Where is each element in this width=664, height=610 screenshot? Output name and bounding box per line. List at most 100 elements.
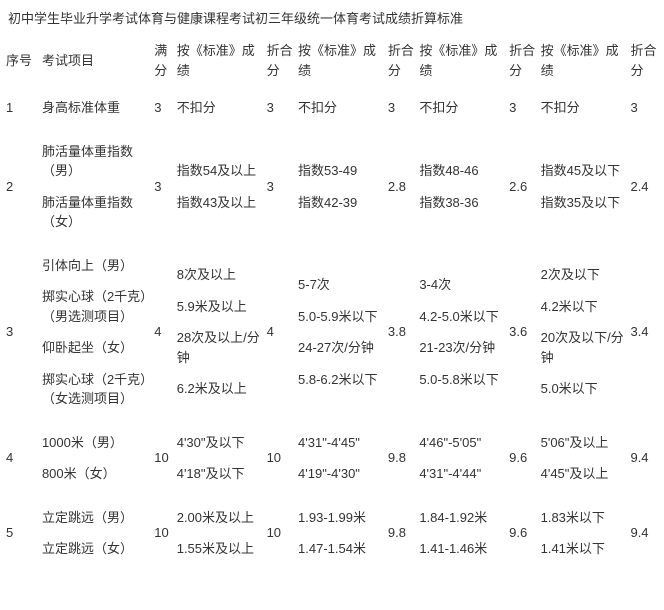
cell-std: 不扣分	[539, 86, 629, 130]
cell-std: 5-7次5.0-5.9米以下24-27次/分钟5.8-6.2米以下	[296, 244, 386, 421]
std-value: 21-23次/分钟	[419, 332, 505, 364]
cell-score: 3	[507, 86, 538, 130]
table-row: 3引体向上（男）掷实心球（2千克）（男选测项目）仰卧起坐（女）掷实心球（2千克）…	[4, 244, 660, 421]
header-std-1: 按《标准》成绩	[175, 35, 265, 86]
cell-full: 3	[152, 86, 174, 130]
cell-score: 10	[265, 496, 296, 571]
header-num: 序号	[4, 35, 40, 86]
cell-std: 8次及以上5.9米及以上28次及以上/分钟6.2米及以上	[175, 244, 265, 421]
cell-score: 9.4	[628, 496, 660, 571]
item-label: 掷实心球（2千克）（男选测项目）	[42, 281, 150, 332]
cell-score: 3	[265, 130, 296, 244]
cell-num: 1	[4, 86, 40, 130]
std-value: 指数43及以上	[177, 187, 263, 219]
std-value: 指数53-49	[298, 155, 384, 187]
cell-full: 4	[152, 244, 174, 421]
cell-std: 1.83米以下1.41米以下	[539, 496, 629, 571]
score-table: 序号 考试项目 满分 按《标准》成绩 折合分 按《标准》成绩 折合分 按《标准》…	[4, 35, 660, 571]
cell-score: 9.8	[386, 421, 417, 496]
std-value: 4.2米以下	[541, 291, 627, 323]
header-std-3: 按《标准》成绩	[417, 35, 507, 86]
cell-score: 9.4	[628, 421, 660, 496]
std-value: 5'06"及以上	[541, 427, 627, 459]
cell-full: 10	[152, 496, 174, 571]
item-label: 肺活量体重指数（男）	[42, 136, 150, 187]
std-value: 不扣分	[177, 92, 263, 124]
std-value: 8次及以上	[177, 259, 263, 291]
item-label: 引体向上（男）	[42, 250, 150, 282]
cell-score: 9.6	[507, 496, 538, 571]
cell-std: 5'06"及以上4'45"及以上	[539, 421, 629, 496]
item-label: 仰卧起坐（女）	[42, 332, 150, 364]
cell-std: 4'46"-5'05"4'31"-4'44"	[417, 421, 507, 496]
std-value: 4'31"-4'45"	[298, 427, 384, 459]
table-row: 41000米（男）800米（女）104'30"及以下4'18"及以下104'31…	[4, 421, 660, 496]
cell-score: 3	[628, 86, 660, 130]
cell-std: 指数54及以上指数43及以上	[175, 130, 265, 244]
std-value: 2.00米及以上	[177, 502, 263, 534]
cell-std: 1.84-1.92米1.41-1.46米	[417, 496, 507, 571]
item-label: 肺活量体重指数（女）	[42, 187, 150, 238]
cell-full: 10	[152, 421, 174, 496]
std-value: 6.2米及以上	[177, 373, 263, 405]
table-title: 初中学生毕业升学考试体育与健康课程考试初三年级统一体育考试成绩折算标准	[4, 8, 660, 27]
cell-std: 指数45及以下指数35及以下	[539, 130, 629, 244]
std-value: 5-7次	[298, 269, 384, 301]
std-value: 1.47-1.54米	[298, 533, 384, 565]
cell-std: 4'31"-4'45"4'19"-4'30"	[296, 421, 386, 496]
cell-std: 指数53-49指数42-39	[296, 130, 386, 244]
std-value: 1.55米及以上	[177, 533, 263, 565]
cell-std: 不扣分	[175, 86, 265, 130]
std-value: 4'31"-4'44"	[419, 458, 505, 490]
header-item: 考试项目	[40, 35, 152, 86]
cell-item: 肺活量体重指数（男）肺活量体重指数（女）	[40, 130, 152, 244]
cell-std: 不扣分	[296, 86, 386, 130]
cell-score: 3.6	[507, 244, 538, 421]
item-label: 800米（女）	[42, 458, 150, 490]
header-row: 序号 考试项目 满分 按《标准》成绩 折合分 按《标准》成绩 折合分 按《标准》…	[4, 35, 660, 86]
cell-score: 3	[386, 86, 417, 130]
std-value: 1.84-1.92米	[419, 502, 505, 534]
item-label: 立定跳远（男）	[42, 502, 150, 534]
std-value: 5.9米及以上	[177, 291, 263, 323]
cell-std: 指数48-46指数38-36	[417, 130, 507, 244]
cell-score: 3	[265, 86, 296, 130]
cell-num: 2	[4, 130, 40, 244]
cell-score: 4	[265, 244, 296, 421]
cell-full: 3	[152, 130, 174, 244]
cell-item: 身高标准体重	[40, 86, 152, 130]
cell-std: 4'30"及以下4'18"及以下	[175, 421, 265, 496]
cell-score: 3.8	[386, 244, 417, 421]
cell-score: 2.8	[386, 130, 417, 244]
std-value: 4'18"及以下	[177, 458, 263, 490]
std-value: 指数35及以下	[541, 187, 627, 219]
std-value: 不扣分	[541, 92, 627, 124]
std-value: 指数45及以下	[541, 155, 627, 187]
std-value: 3-4次	[419, 269, 505, 301]
std-value: 5.8-6.2米以下	[298, 364, 384, 396]
item-label: 1000米（男）	[42, 427, 150, 459]
cell-score: 10	[265, 421, 296, 496]
item-label: 立定跳远（女）	[42, 533, 150, 565]
std-value: 4'45"及以上	[541, 458, 627, 490]
cell-score: 3.4	[628, 244, 660, 421]
std-value: 不扣分	[419, 92, 505, 124]
header-score-3: 折合分	[507, 35, 538, 86]
std-value: 指数48-46	[419, 155, 505, 187]
cell-std: 3-4次4.2-5.0米以下21-23次/分钟5.0-5.8米以下	[417, 244, 507, 421]
cell-num: 3	[4, 244, 40, 421]
header-score-2: 折合分	[386, 35, 417, 86]
cell-score: 9.6	[507, 421, 538, 496]
cell-std: 1.93-1.99米1.47-1.54米	[296, 496, 386, 571]
std-value: 指数54及以上	[177, 155, 263, 187]
std-value: 1.41-1.46米	[419, 533, 505, 565]
std-value: 不扣分	[298, 92, 384, 124]
std-value: 指数38-36	[419, 187, 505, 219]
cell-score: 2.4	[628, 130, 660, 244]
std-value: 1.41米以下	[541, 533, 627, 565]
table-row: 2肺活量体重指数（男）肺活量体重指数（女）3指数54及以上指数43及以上3指数5…	[4, 130, 660, 244]
cell-std: 不扣分	[417, 86, 507, 130]
std-value: 5.0米以下	[541, 373, 627, 405]
header-full: 满分	[152, 35, 174, 86]
cell-item: 立定跳远（男）立定跳远（女）	[40, 496, 152, 571]
